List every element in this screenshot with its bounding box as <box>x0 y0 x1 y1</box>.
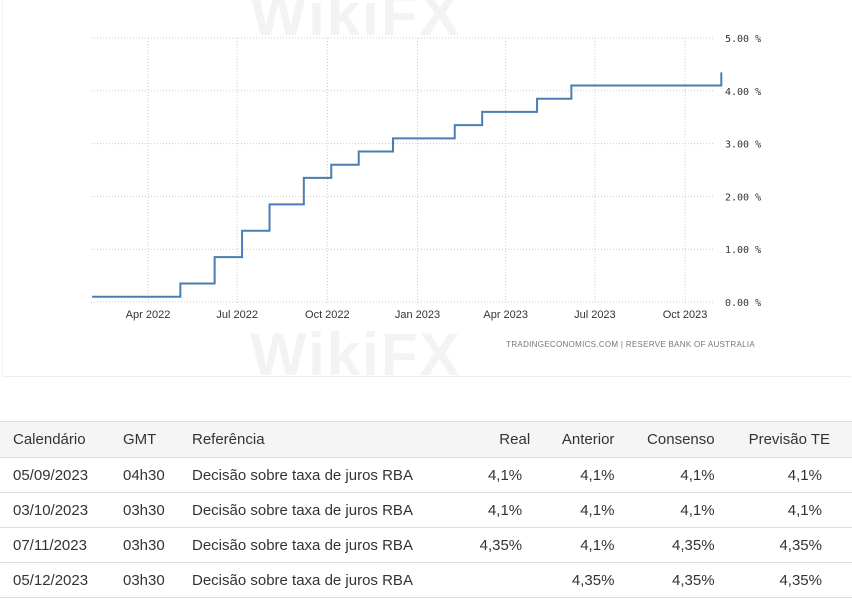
col-actual: Real <box>462 421 545 458</box>
cell-gmt: 03h30 <box>110 562 179 598</box>
watermark: WikiFX <box>250 321 462 388</box>
col-forecast: Previsão TE <box>728 421 852 458</box>
cell-previous: 4,1% <box>544 457 629 493</box>
cell-forecast: 4,35% <box>728 562 852 598</box>
cell-date: 05/09/2023 <box>0 457 110 493</box>
cell-previous: 4,1% <box>544 527 629 563</box>
cell-consensus: 4,1% <box>628 457 729 493</box>
x-tick-label: Jul 2023 <box>574 309 616 321</box>
cell-previous: 4,1% <box>544 492 629 528</box>
table-header-row: Calendário GMT Referência Real Anterior … <box>0 421 852 458</box>
x-tick-label: Oct 2022 <box>305 309 350 321</box>
cell-gmt: 03h30 <box>110 492 179 528</box>
col-gmt: GMT <box>110 421 179 458</box>
col-consensus: Consenso <box>628 421 729 458</box>
cell-actual: 4,1% <box>462 492 545 528</box>
cell-date: 03/10/2023 <box>0 492 110 528</box>
chart-source: TRADINGECONOMICS.COM | RESERVE BANK OF A… <box>506 340 755 349</box>
calendar-table: Calendário GMT Referência Real Anterior … <box>0 421 852 598</box>
cell-consensus: 4,35% <box>628 527 729 563</box>
y-tick-label: 0.00 % <box>725 298 761 309</box>
table-row: 03/10/2023 03h30 Decisão sobre taxa de jur… <box>0 492 852 528</box>
table-row: 05/09/2023 04h30 Decisão sobre taxa de jur… <box>0 457 852 493</box>
y-tick-label: 1.00 % <box>725 245 761 256</box>
x-tick-label: Jan 2023 <box>395 309 440 321</box>
x-tick-label: Oct 2023 <box>663 309 708 321</box>
rate-chart: 0.00 % 1.00 % 2.00 % 3.00 % 4.00 % 5.00 % Apr … <box>91 34 761 349</box>
y-tick-label: 3.00 % <box>725 140 761 151</box>
cell-consensus: 4,1% <box>628 492 729 528</box>
col-reference: Referência <box>179 421 462 458</box>
cell-actual: 4,35% <box>462 527 545 563</box>
col-calendar: Calendário <box>0 421 110 458</box>
table-row: 05/12/2023 03h30 Decisão sobre taxa de jur… <box>0 562 852 598</box>
cell-reference: Decisão sobre taxa de juros RBA <box>179 562 462 598</box>
cell-forecast: 4,35% <box>728 527 852 563</box>
x-tick-label: Apr 2023 <box>483 309 528 321</box>
cell-date: 07/11/2023 <box>0 527 110 563</box>
cell-gmt: 04h30 <box>110 457 179 493</box>
cell-consensus: 4,35% <box>628 562 729 598</box>
x-tick-label: Apr 2022 <box>126 309 171 321</box>
cell-previous: 4,35% <box>544 562 629 598</box>
y-tick-label: 4.00 % <box>725 87 761 98</box>
cell-reference: Decisão sobre taxa de juros RBA <box>179 492 462 528</box>
col-previous: Anterior <box>544 421 629 458</box>
cell-actual <box>462 562 545 598</box>
cell-forecast: 4,1% <box>728 457 852 493</box>
cell-actual: 4,1% <box>462 457 545 493</box>
y-tick-label: 5.00 % <box>725 34 761 45</box>
series-line <box>92 72 723 298</box>
cell-reference: Decisão sobre taxa de juros RBA <box>179 457 462 493</box>
x-tick-label: Jul 2022 <box>216 309 258 321</box>
cell-date: 05/12/2023 <box>0 562 110 598</box>
chart-panel: 0.00 % 1.00 % 2.00 % 3.00 % 4.00 % 5.00 % Apr … <box>2 0 851 377</box>
cell-forecast: 4,1% <box>728 492 852 528</box>
cell-reference: Decisão sobre taxa de juros RBA <box>179 527 462 563</box>
watermark: WikiFX <box>250 0 462 48</box>
table-row: 07/11/2023 03h30 Decisão sobre taxa de jur… <box>0 527 852 563</box>
cell-gmt: 03h30 <box>110 527 179 563</box>
y-tick-label: 2.00 % <box>725 192 761 203</box>
